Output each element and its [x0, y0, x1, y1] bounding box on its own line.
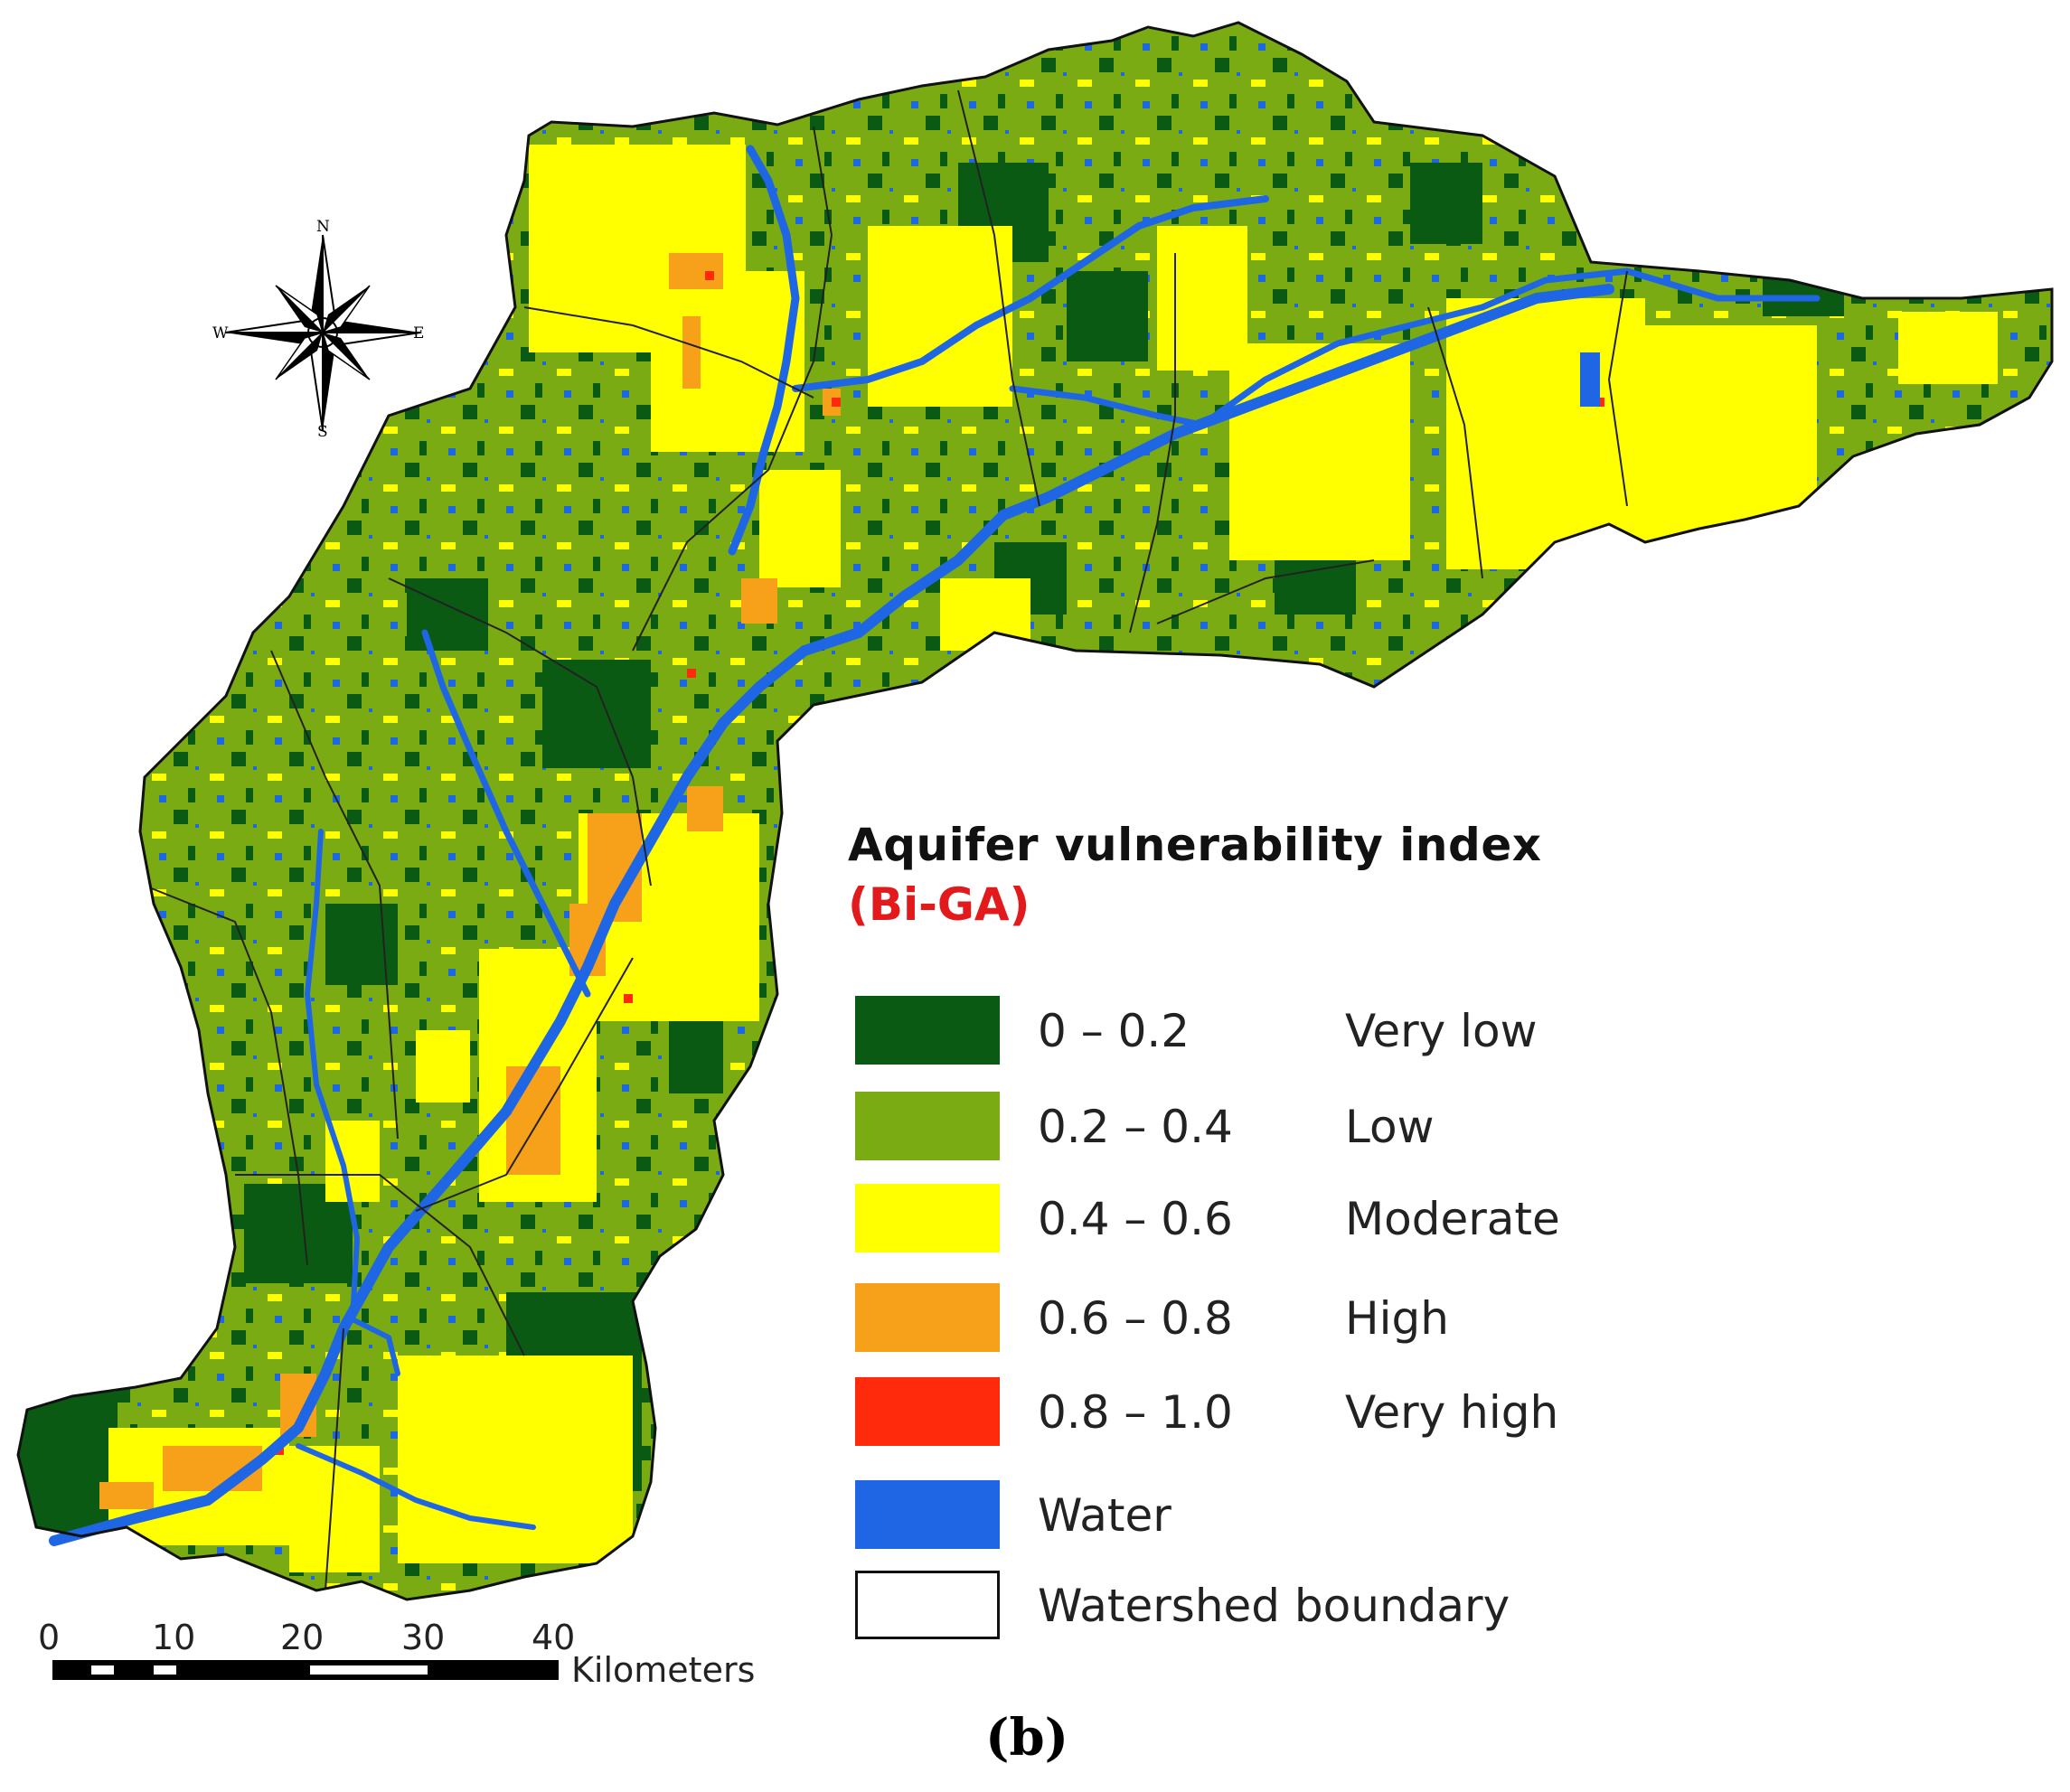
- legend-range: 0.8 – 1.0: [1038, 1386, 1233, 1439]
- legend-range: 0.4 – 0.6: [1038, 1193, 1233, 1245]
- legend-swatch-boundary: [855, 1571, 1000, 1639]
- scale-tick-20: 20: [280, 1618, 325, 1657]
- scale-tick-0: 0: [38, 1618, 61, 1657]
- scale-unit-label: Kilometers: [571, 1650, 756, 1690]
- legend: Aquifer vulnerability index (Bi-GA) 0 – …: [848, 819, 1560, 1639]
- basin-outline: [16, 21, 2054, 1601]
- west-tributary-1: [421, 629, 591, 998]
- legend-class-label: Very high: [1345, 1386, 1559, 1439]
- compass-south-label: S: [317, 423, 328, 441]
- legend-water-label: Water: [1038, 1489, 1171, 1542]
- legend-class-label: Very low: [1345, 1005, 1538, 1057]
- west-tributary-2: [305, 829, 360, 1322]
- legend-class-label: Moderate: [1345, 1193, 1560, 1245]
- legend-boundary-label: Watershed boundary: [1038, 1580, 1510, 1632]
- scale-bar: [52, 1660, 559, 1680]
- legend-swatch: [855, 1377, 1000, 1446]
- north-tributary: [728, 145, 800, 556]
- compass-east-label: E: [413, 324, 424, 342]
- legend-swatch: [855, 1092, 1000, 1160]
- legend-class-label: Low: [1345, 1101, 1435, 1153]
- legend-swatch: [855, 996, 1000, 1065]
- north-arrow-icon: N S E W: [212, 218, 424, 441]
- compass-west-label: W: [212, 324, 229, 342]
- water-features: [49, 145, 1821, 1546]
- scale-tick-10: 10: [152, 1618, 196, 1657]
- southeast-tributary: [296, 1443, 536, 1530]
- east-tributary: [1009, 267, 1821, 428]
- scale-tick-40: 40: [532, 1618, 576, 1657]
- main-river: [49, 284, 1614, 1546]
- scale-tick-30: 30: [401, 1618, 446, 1657]
- legend-swatch: [855, 1184, 1000, 1253]
- reservoir: [1580, 352, 1600, 407]
- legend-range: 0.2 – 0.4: [1038, 1101, 1233, 1153]
- legend-title: Aquifer vulnerability index: [848, 819, 1542, 871]
- legend-swatch: [855, 1283, 1000, 1352]
- legend-subtitle: (Bi-GA): [848, 878, 1030, 931]
- legend-class-label: High: [1345, 1292, 1449, 1345]
- panel-label: (b): [985, 1708, 1069, 1768]
- southwest-tributary: [350, 1317, 400, 1376]
- legend-range: 0.6 – 0.8: [1038, 1292, 1233, 1345]
- legend-range: 0 – 0.2: [1038, 1005, 1190, 1057]
- compass-north-label: N: [316, 218, 330, 236]
- subwatershed-boundaries: [144, 89, 1628, 1591]
- northeast-tributary: [792, 195, 1269, 392]
- legend-swatch-water: [855, 1480, 1000, 1549]
